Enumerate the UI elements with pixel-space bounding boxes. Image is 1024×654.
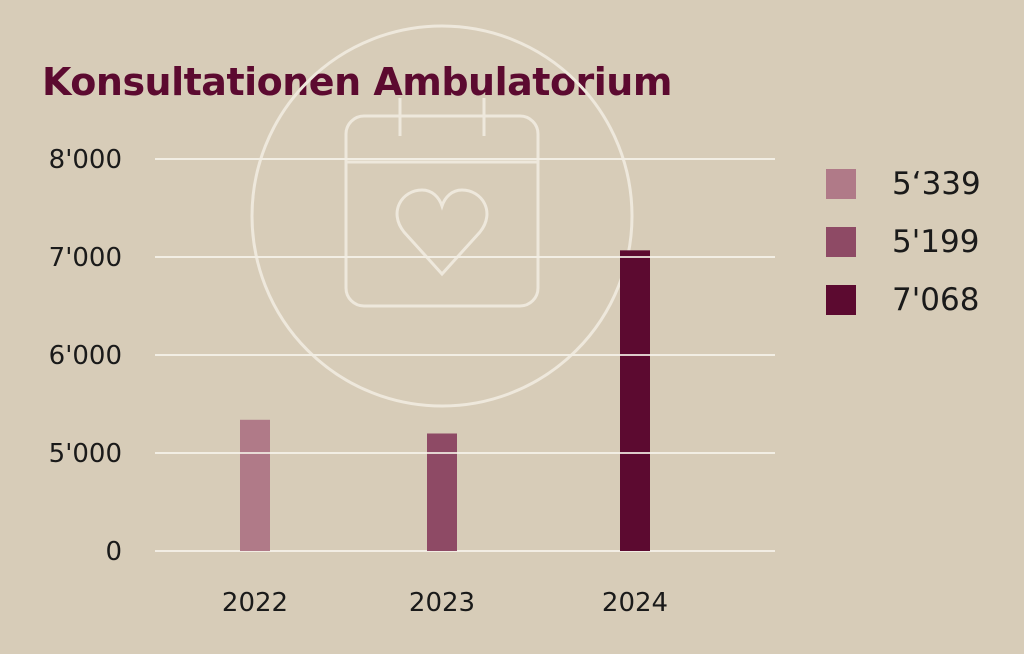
y-tick-label: 0 — [105, 537, 122, 567]
bar-2024 — [620, 250, 650, 551]
legend-label: 5'199 — [892, 224, 980, 260]
legend-item: 5'199 — [826, 213, 981, 271]
bar-2022 — [240, 419, 270, 551]
y-tick-label: 6'000 — [49, 341, 122, 371]
x-tick-label: 2023 — [409, 588, 475, 618]
calendar-heart-icon — [250, 24, 634, 408]
chart-title: Konsultationen Ambulatorium — [42, 60, 672, 104]
y-tick-label: 5'000 — [49, 439, 122, 469]
x-tick-label: 2022 — [222, 588, 288, 618]
legend: 5‘339 5'199 7'068 — [826, 155, 981, 329]
legend-label: 5‘339 — [892, 166, 981, 202]
y-tick-label: 8'000 — [49, 145, 122, 175]
x-tick-label: 2024 — [602, 588, 668, 618]
legend-swatch — [826, 227, 856, 257]
bar-2023 — [427, 433, 457, 551]
y-tick-label: 7'000 — [49, 243, 122, 273]
legend-item: 7'068 — [826, 271, 981, 329]
legend-swatch — [826, 285, 856, 315]
legend-label: 7'068 — [892, 282, 980, 318]
legend-item: 5‘339 — [826, 155, 981, 213]
legend-swatch — [826, 169, 856, 199]
